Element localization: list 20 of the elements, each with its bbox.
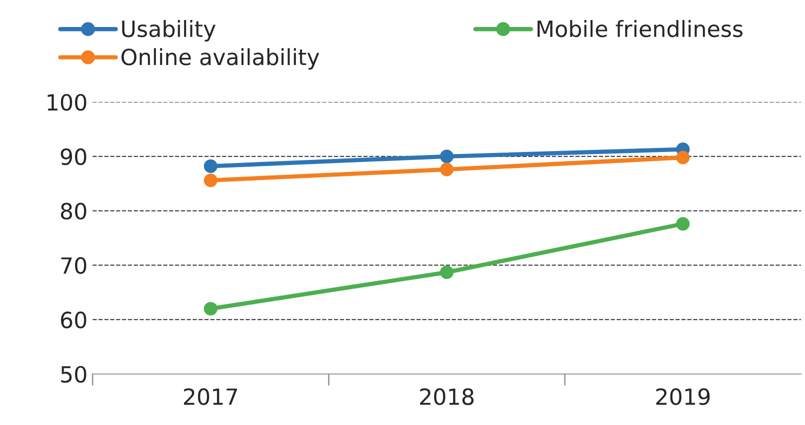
y-tick-label: 80 bbox=[60, 202, 86, 220]
point bbox=[440, 162, 454, 176]
point bbox=[440, 150, 454, 164]
point bbox=[204, 159, 218, 173]
x-tick-label: 2017 bbox=[184, 388, 238, 406]
y-tick-label: 100 bbox=[48, 94, 86, 111]
y-tick-label: 50 bbox=[61, 366, 86, 383]
legend-label: Mobile friendliness bbox=[538, 20, 743, 38]
point bbox=[440, 266, 454, 280]
y-tick-label: 60 bbox=[60, 312, 86, 328]
x-tick-label: 2018 bbox=[420, 388, 474, 406]
point bbox=[204, 174, 218, 188]
point bbox=[204, 302, 218, 316]
legend-label: Online availability bbox=[121, 48, 320, 70]
point bbox=[676, 217, 690, 231]
x-tick-label: 2019 bbox=[656, 388, 710, 406]
y-tick-label: 70 bbox=[61, 257, 86, 274]
point bbox=[676, 150, 690, 164]
legend-label: Usability bbox=[122, 20, 216, 42]
y-tick-label: 90 bbox=[60, 148, 86, 166]
